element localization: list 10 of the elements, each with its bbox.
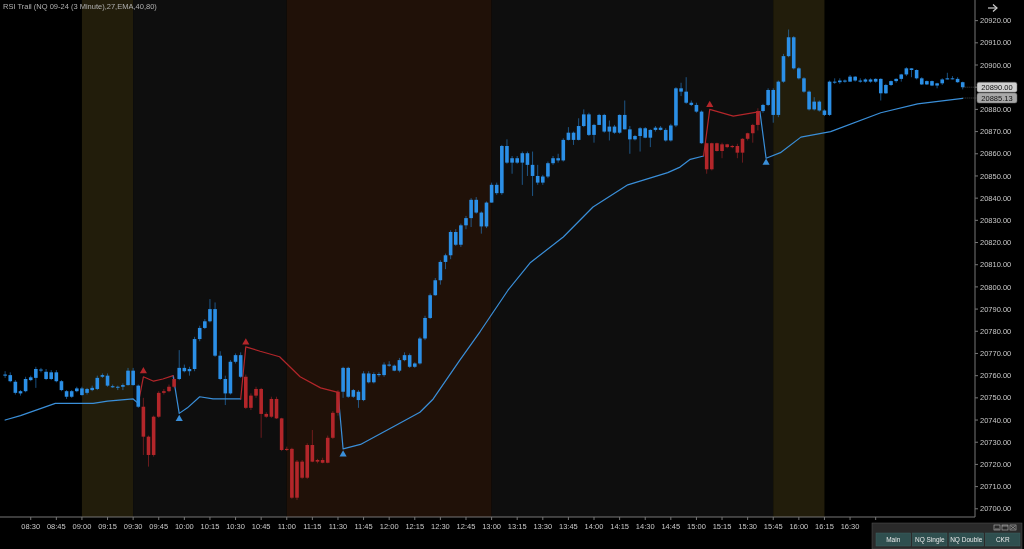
candlestick (858, 77, 863, 84)
candlestick (121, 382, 125, 391)
point (706, 100, 714, 108)
candlestick (162, 388, 166, 396)
point (762, 158, 770, 165)
point (139, 367, 147, 374)
point (175, 414, 183, 421)
candlestick (464, 215, 468, 230)
point (242, 338, 250, 345)
candlestick (894, 77, 898, 84)
